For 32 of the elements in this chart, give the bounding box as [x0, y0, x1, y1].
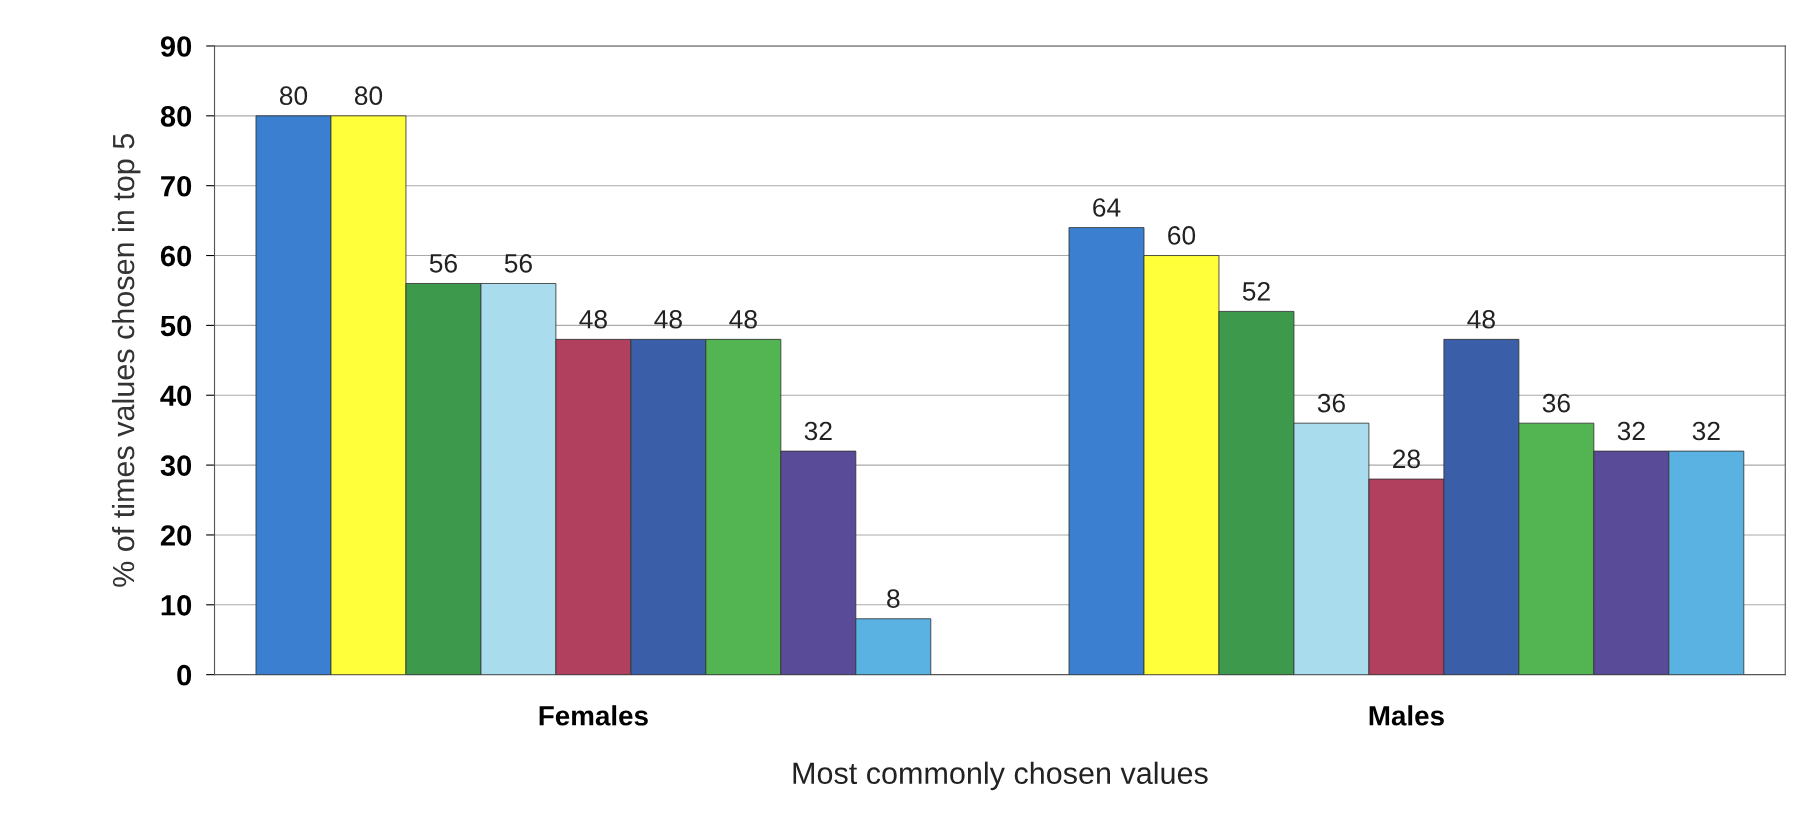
- data-label: 36: [1317, 393, 1345, 413]
- data-label: 80: [279, 86, 308, 106]
- data-label: 60: [1168, 226, 1196, 245]
- data-label: 48: [654, 309, 682, 329]
- data-label: 48: [729, 309, 757, 329]
- x-tick-label: Males: [1369, 705, 1444, 726]
- data-label: 48: [1467, 309, 1495, 329]
- data-label: 32: [1617, 421, 1645, 441]
- y-tick-label: 80: [160, 106, 192, 127]
- y-tick-label: 50: [160, 315, 192, 337]
- y-tick-label: 30: [160, 455, 192, 476]
- data-label: 32: [1692, 421, 1720, 441]
- y-tick-label: 60: [160, 245, 192, 267]
- y-axis-title: % of times values chosen in top 5: [111, 133, 141, 587]
- data-label: 32: [804, 421, 832, 441]
- x-axis-title: Most commonly chosen values: [793, 761, 1208, 791]
- y-tick-label: 40: [160, 385, 192, 407]
- data-label: 36: [1542, 393, 1570, 413]
- data-label: 56: [429, 254, 457, 273]
- data-label: 48: [579, 309, 607, 329]
- data-label: 56: [504, 254, 532, 273]
- x-tick-label: Females: [539, 705, 648, 726]
- y-tick-label: 10: [161, 595, 192, 616]
- y-tick-label: 0: [177, 664, 192, 686]
- data-label: 28: [1393, 449, 1420, 469]
- y-tick-label: 90: [160, 36, 192, 57]
- data-label: 80: [354, 86, 383, 106]
- data-label: 52: [1242, 281, 1270, 301]
- y-tick-label: 20: [160, 525, 192, 546]
- data-label: 8: [887, 589, 900, 608]
- y-tick-label: 70: [161, 175, 192, 197]
- data-label: 64: [1093, 198, 1121, 217]
